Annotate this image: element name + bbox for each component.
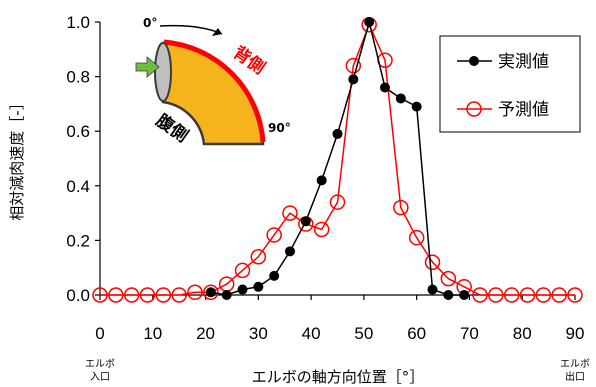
elbow-inner-side-label: 腹側 <box>152 110 192 147</box>
elbow-back-side <box>163 39 266 143</box>
data-point <box>345 57 362 74</box>
series-measured <box>205 17 470 300</box>
data-point <box>123 287 140 303</box>
x-tick-label: 40 <box>302 324 321 343</box>
elbow-start-angle: 0° <box>143 16 157 30</box>
x-end-label-line2: 出口 <box>565 370 585 383</box>
x-start-label-line2: 入口 <box>90 372 110 383</box>
data-point <box>155 287 172 303</box>
y-axis-label: 相対減肉速度［-］ <box>8 95 26 220</box>
y-tick-label: 0.2 <box>66 231 90 250</box>
data-point <box>408 229 425 246</box>
data-point <box>237 284 248 295</box>
elbow-outer-side-label: 背側 <box>229 42 269 79</box>
data-point <box>440 270 457 287</box>
legend-measured-label: 実測値 <box>498 52 549 72</box>
data-point <box>92 287 108 303</box>
x-end-label-line1: エルボ <box>560 358 590 370</box>
data-point <box>329 194 346 210</box>
data-point <box>393 199 409 216</box>
data-point <box>519 287 536 303</box>
data-point <box>285 246 295 257</box>
series-line <box>100 22 575 296</box>
data-point <box>503 287 520 303</box>
data-point <box>234 262 251 279</box>
data-point <box>139 287 156 303</box>
y-tick-label: 0.0 <box>66 286 90 305</box>
data-point <box>411 101 422 112</box>
series-predicted <box>92 16 583 303</box>
y-tick-label: 1.0 <box>66 13 90 32</box>
elbow-diagram: 0° 90° 背側 腹側 <box>135 16 291 147</box>
legend-predicted-label: 予測値 <box>498 100 549 120</box>
x-axis-label: エルボの軸方向位置［°］ <box>252 368 425 386</box>
data-point <box>535 287 552 303</box>
x-tick-label: 90 <box>566 324 585 343</box>
x-tick-labels: 0 10 20 30 40 50 60 70 80 90 <box>95 295 584 343</box>
data-point <box>364 17 375 27</box>
data-point <box>269 270 280 281</box>
y-tick-label: 0.8 <box>66 68 90 87</box>
data-point <box>427 284 438 295</box>
x-start-label-line1: エルボ <box>85 358 115 370</box>
angle-arrow-head-icon <box>212 28 222 36</box>
data-point <box>300 216 311 227</box>
data-point <box>488 287 504 303</box>
data-point <box>424 254 441 270</box>
data-point <box>282 205 298 221</box>
flow-arrow-icon <box>135 56 160 78</box>
x-tick-label: 10 <box>143 324 162 343</box>
data-point <box>459 290 470 300</box>
data-point <box>316 175 327 186</box>
data-point <box>472 287 488 303</box>
x-tick-label: 70 <box>460 324 479 343</box>
x-tick-label: 0 <box>95 324 104 343</box>
data-point <box>203 284 219 301</box>
y-tick-label: 0.6 <box>66 122 90 141</box>
x-tick-label: 60 <box>407 324 426 343</box>
data-point <box>205 287 216 298</box>
data-point <box>395 93 406 104</box>
data-point <box>187 284 203 301</box>
data-point <box>313 221 330 238</box>
data-point <box>171 287 187 303</box>
data-point <box>380 82 390 93</box>
data-point <box>253 281 264 292</box>
x-tick-label: 50 <box>354 324 373 343</box>
angle-arrow <box>159 24 223 35</box>
legend: 実測値 予測値 <box>439 35 581 133</box>
x-tick-label: 20 <box>196 324 215 343</box>
data-point <box>332 128 343 139</box>
data-point <box>266 227 282 243</box>
elbow-inlet-face <box>154 42 172 102</box>
data-point <box>443 290 454 300</box>
y-tick-label: 0.4 <box>66 177 90 196</box>
data-point <box>348 74 359 85</box>
legend-box <box>439 35 581 133</box>
elbow-end-angle: 90° <box>268 121 291 135</box>
data-point <box>551 287 567 303</box>
legend-predicted-marker <box>466 101 482 117</box>
y-tick-labels: 0.0 0.2 0.4 0.6 0.8 1.0 <box>66 13 100 305</box>
data-point <box>567 287 583 303</box>
x-tick-label: 30 <box>249 324 268 343</box>
legend-measured-marker <box>469 56 479 66</box>
data-point <box>221 290 232 300</box>
data-point <box>250 249 267 265</box>
x-tick-label: 80 <box>513 324 532 343</box>
data-point <box>108 287 124 303</box>
